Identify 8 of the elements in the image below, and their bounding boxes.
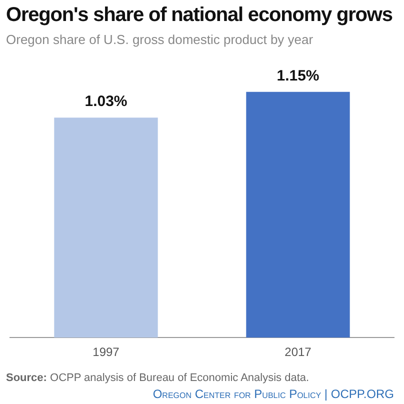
text: Oregon Center for Public Policy | OCPP.ORG [152, 387, 394, 401]
data-label: 1.03% [84, 93, 128, 110]
data-label: 1.15% [276, 68, 320, 85]
x-tick-label: 1997 [92, 345, 120, 360]
x-tick-label: 2017 [284, 345, 312, 360]
source-note: Source: OCPP analysis of Bureau of Economic Analysis data. [6, 372, 310, 384]
chart-subtitle: Oregon share of U.S. gross domestic product by year [6, 32, 314, 47]
chart-title: Oregon's share of national economy grows [6, 4, 392, 27]
